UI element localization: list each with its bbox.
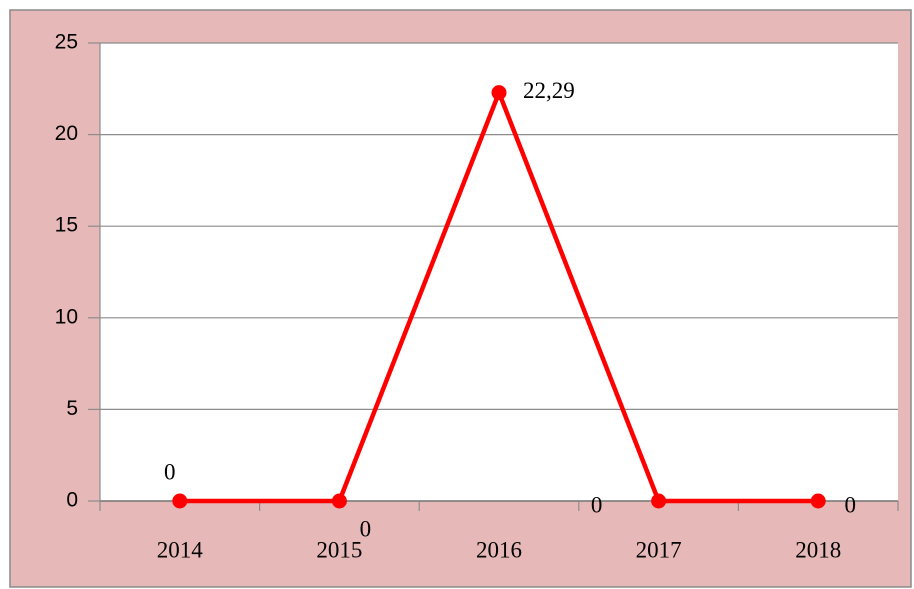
data-point	[331, 493, 347, 509]
plot-area	[100, 43, 898, 501]
data-point	[491, 85, 507, 101]
x-tick-label: 2014	[157, 537, 204, 562]
x-tick-label: 2016	[476, 537, 522, 562]
y-tick-label: 10	[55, 305, 78, 328]
data-point	[810, 493, 826, 509]
data-label: 0	[844, 492, 856, 517]
data-point	[651, 493, 667, 509]
y-tick-label: 25	[55, 31, 78, 54]
data-label: 0	[360, 516, 372, 541]
y-tick-label: 15	[55, 214, 78, 237]
y-tick-label: 20	[55, 122, 78, 145]
data-label: 0	[591, 492, 603, 517]
x-tick-label: 2017	[636, 537, 682, 562]
data-label: 0	[164, 459, 176, 484]
y-tick-label: 0	[66, 489, 78, 512]
y-tick-label: 5	[66, 397, 78, 420]
x-tick-label: 2015	[316, 537, 362, 562]
data-label: 22,29	[523, 78, 575, 103]
x-tick-label: 2018	[795, 537, 841, 562]
data-point	[172, 493, 188, 509]
